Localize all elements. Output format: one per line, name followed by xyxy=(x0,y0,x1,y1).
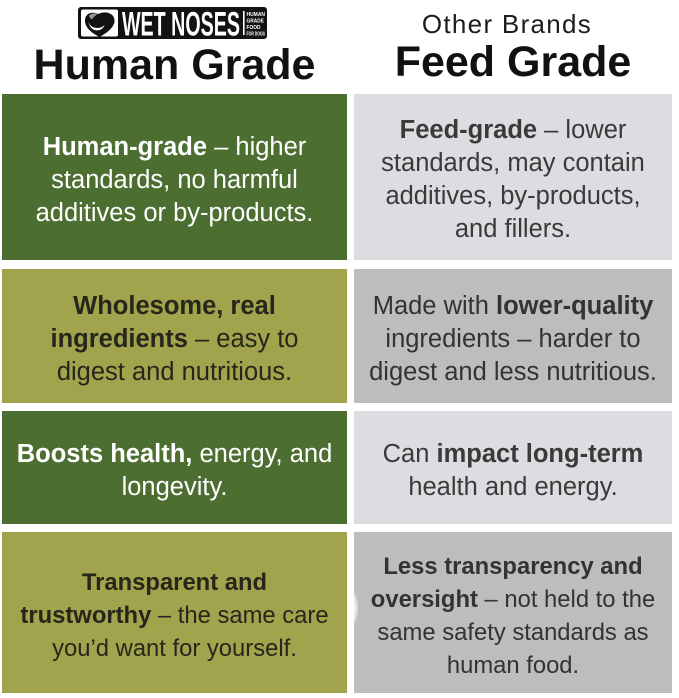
svg-text:FOOD: FOOD xyxy=(247,25,261,31)
svg-text:GRADE: GRADE xyxy=(247,19,265,25)
svg-text:HUMAN: HUMAN xyxy=(247,12,266,18)
svg-text:WET NOSES: WET NOSES xyxy=(122,7,240,40)
svg-text:FOR DOGS: FOR DOGS xyxy=(247,31,266,37)
